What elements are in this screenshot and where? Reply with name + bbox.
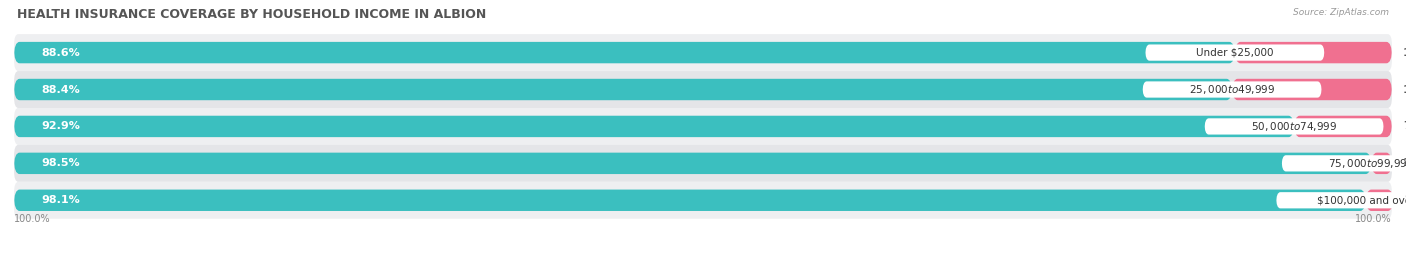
- FancyBboxPatch shape: [1232, 79, 1392, 100]
- Text: 2.0%: 2.0%: [1405, 195, 1406, 205]
- FancyBboxPatch shape: [14, 145, 1392, 182]
- FancyBboxPatch shape: [1277, 192, 1406, 208]
- Text: Source: ZipAtlas.com: Source: ZipAtlas.com: [1294, 8, 1389, 17]
- FancyBboxPatch shape: [14, 116, 1294, 137]
- FancyBboxPatch shape: [1282, 155, 1406, 171]
- Legend: With Coverage, Without Coverage: With Coverage, Without Coverage: [582, 268, 824, 269]
- Text: 1.5%: 1.5%: [1403, 158, 1406, 168]
- Text: 98.1%: 98.1%: [42, 195, 80, 205]
- Text: 88.4%: 88.4%: [42, 84, 80, 94]
- FancyBboxPatch shape: [14, 153, 1371, 174]
- FancyBboxPatch shape: [1371, 153, 1392, 174]
- Text: 100.0%: 100.0%: [1355, 214, 1392, 224]
- Text: 92.9%: 92.9%: [42, 121, 80, 132]
- Text: 11.6%: 11.6%: [1403, 84, 1406, 94]
- Text: Under $25,000: Under $25,000: [1197, 48, 1274, 58]
- Text: 7.1%: 7.1%: [1403, 121, 1406, 132]
- Text: $25,000 to $49,999: $25,000 to $49,999: [1189, 83, 1275, 96]
- FancyBboxPatch shape: [14, 182, 1392, 219]
- FancyBboxPatch shape: [1146, 44, 1324, 61]
- FancyBboxPatch shape: [14, 190, 1365, 211]
- Text: 88.6%: 88.6%: [42, 48, 80, 58]
- FancyBboxPatch shape: [14, 108, 1392, 145]
- FancyBboxPatch shape: [14, 71, 1392, 108]
- Text: $50,000 to $74,999: $50,000 to $74,999: [1251, 120, 1337, 133]
- Text: 11.4%: 11.4%: [1403, 48, 1406, 58]
- FancyBboxPatch shape: [1143, 82, 1322, 98]
- FancyBboxPatch shape: [14, 34, 1392, 71]
- Text: $75,000 to $99,999: $75,000 to $99,999: [1329, 157, 1406, 170]
- FancyBboxPatch shape: [1365, 190, 1393, 211]
- Text: $100,000 and over: $100,000 and over: [1316, 195, 1406, 205]
- FancyBboxPatch shape: [1294, 116, 1392, 137]
- FancyBboxPatch shape: [1205, 118, 1384, 134]
- Text: 98.5%: 98.5%: [42, 158, 80, 168]
- FancyBboxPatch shape: [1234, 42, 1392, 63]
- Text: 100.0%: 100.0%: [14, 214, 51, 224]
- FancyBboxPatch shape: [14, 42, 1234, 63]
- Text: HEALTH INSURANCE COVERAGE BY HOUSEHOLD INCOME IN ALBION: HEALTH INSURANCE COVERAGE BY HOUSEHOLD I…: [17, 8, 486, 21]
- FancyBboxPatch shape: [14, 79, 1232, 100]
